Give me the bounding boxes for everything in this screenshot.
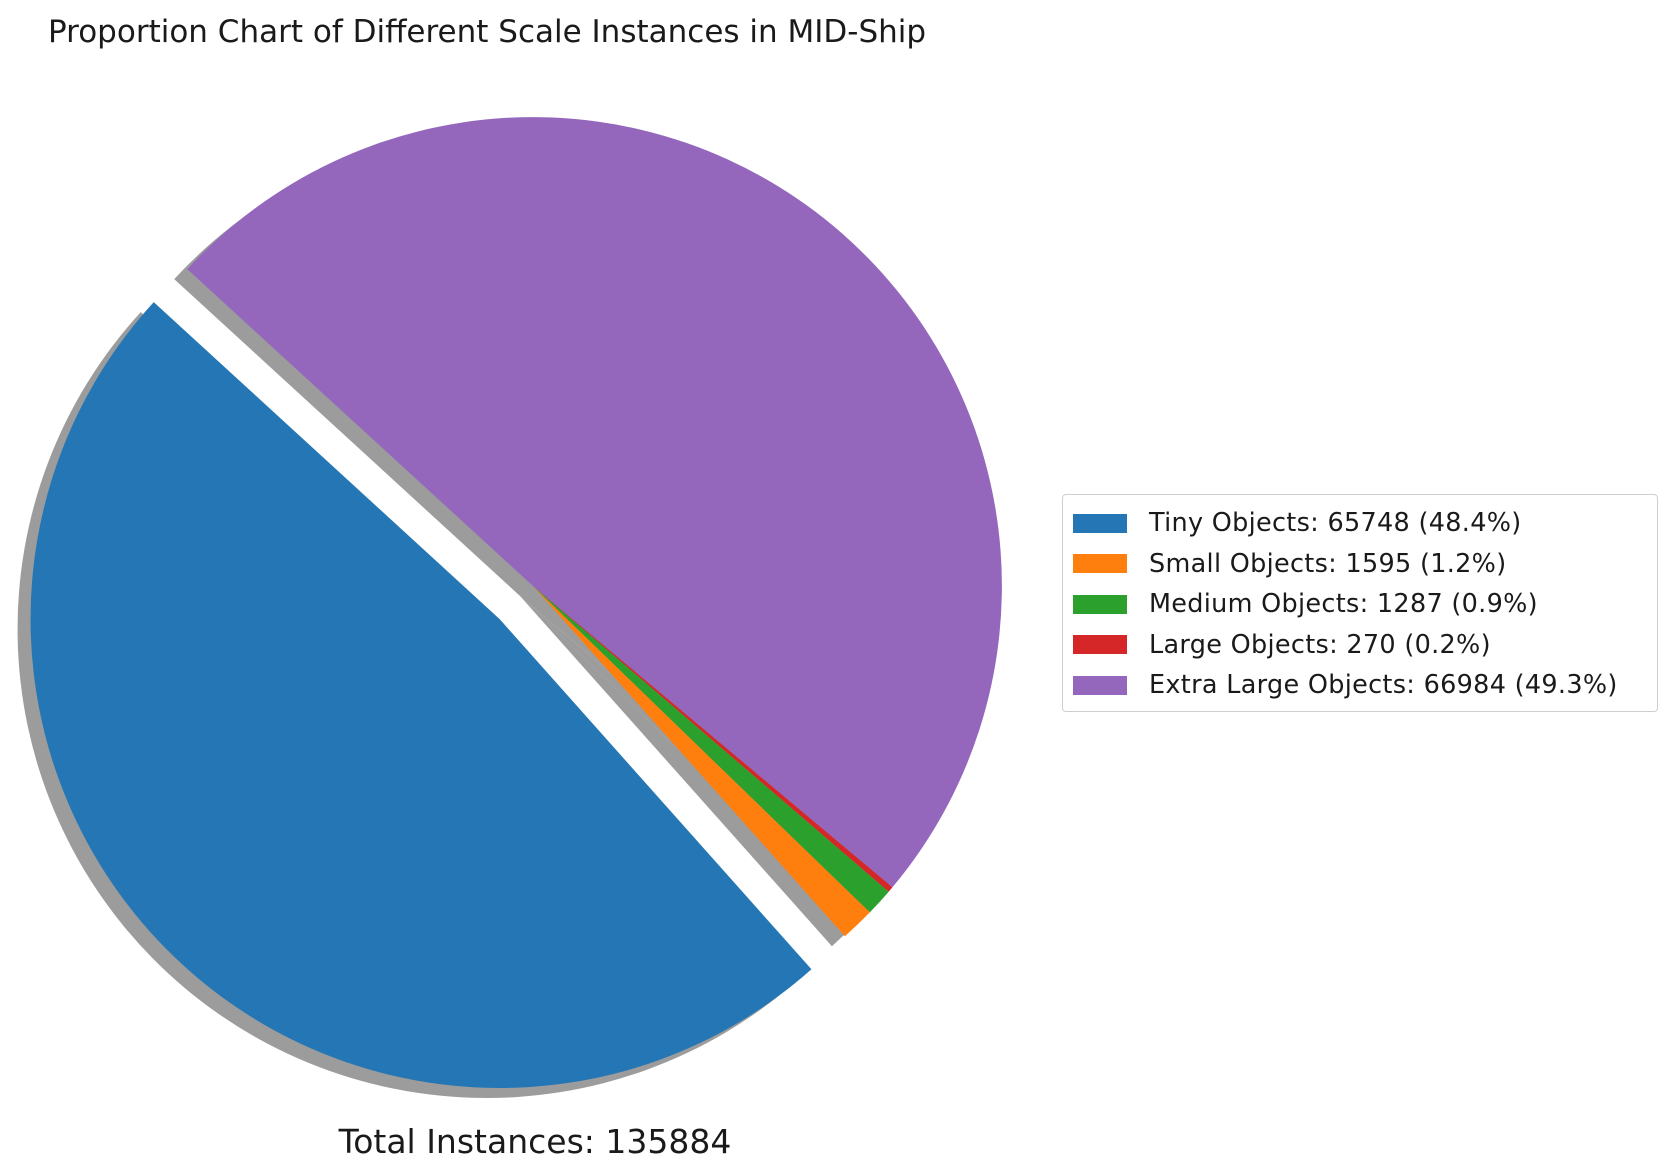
pie-shadow-small-objects	[520, 596, 857, 947]
pie-slice-tiny-objects	[30, 302, 812, 1088]
chart-legend: Tiny Objects: 65748 (48.4%) Small Objects…	[1062, 494, 1658, 712]
pie-slice-small-objects	[533, 586, 870, 937]
legend-label-medium-objects: Medium Objects: 1287 (0.9%)	[1149, 589, 1538, 619]
legend-entry-tiny-objects: Tiny Objects: 65748 (48.4%)	[1073, 503, 1522, 543]
legend-entry-small-objects: Small Objects: 1595 (1.2%)	[1073, 544, 1506, 584]
legend-swatch-tiny-objects	[1073, 513, 1127, 533]
legend-swatch-small-objects	[1073, 554, 1127, 573]
legend-entry-extra-large-objects: Extra Large Objects: 66984 (49.3%)	[1073, 665, 1618, 705]
legend-swatch-medium-objects	[1073, 594, 1127, 614]
chart-title: Proportion Chart of Different Scale Inst…	[48, 14, 927, 50]
legend-label-extra-large-objects: Extra Large Objects: 66984 (49.3%)	[1149, 670, 1618, 700]
pie-slice-extra-large-objects	[187, 117, 1002, 888]
legend-swatch-large-objects	[1073, 635, 1127, 654]
legend-label-large-objects: Large Objects: 270 (0.2%)	[1149, 629, 1491, 660]
legend-entry-medium-objects: Medium Objects: 1287 (0.9%)	[1073, 584, 1538, 624]
legend-label-small-objects: Small Objects: 1595 (1.2%)	[1149, 548, 1507, 579]
pie-slice-large-objects	[533, 586, 893, 892]
legend-label-tiny-objects: Tiny Objects: 65748 (48.4%)	[1149, 508, 1522, 538]
pie-slice-medium-objects	[533, 586, 889, 913]
total-instances-label: Total Instances: 135884	[338, 1122, 732, 1161]
legend-entry-large-objects: Large Objects: 270 (0.2%)	[1073, 625, 1491, 665]
pie-wedges-group	[30, 117, 1002, 1088]
legend-swatch-extra-large-objects	[1073, 675, 1127, 695]
pie-chart	[17, 117, 1002, 1098]
